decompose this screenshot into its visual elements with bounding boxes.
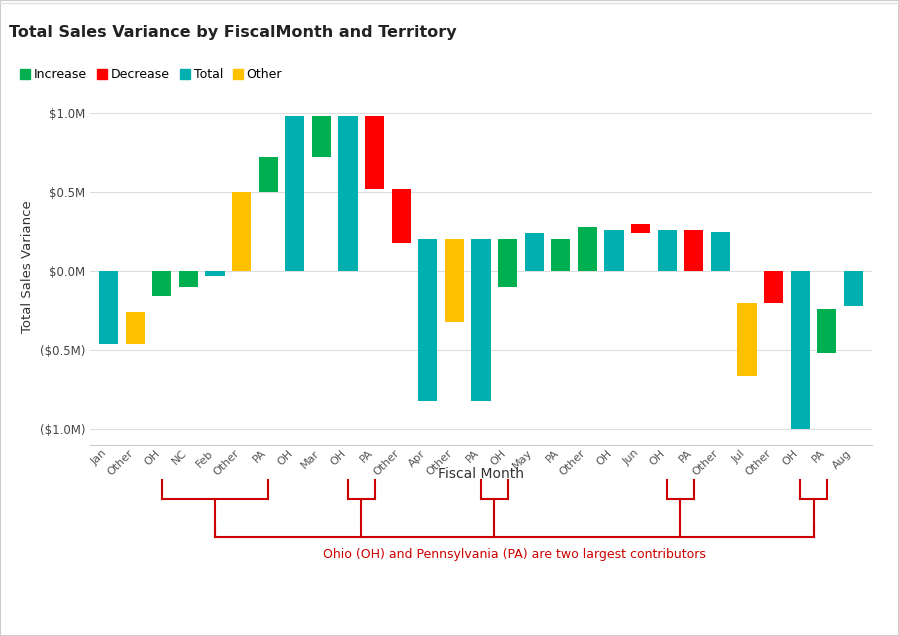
Bar [285, 116, 305, 271]
Bar [684, 230, 703, 271]
Bar [471, 239, 491, 401]
Bar [126, 312, 145, 344]
Bar [817, 309, 836, 354]
Bar [578, 227, 597, 271]
Legend: Increase, Decrease, Total, Other: Increase, Decrease, Total, Other [15, 64, 288, 86]
Bar [631, 224, 650, 233]
Bar [418, 239, 437, 401]
Bar [392, 189, 411, 242]
Bar [338, 116, 358, 271]
Bar [312, 116, 331, 157]
Bar [99, 271, 118, 344]
Bar [604, 230, 624, 271]
Bar [445, 239, 464, 322]
Bar [179, 271, 198, 287]
Bar [844, 271, 863, 306]
Bar [498, 239, 517, 287]
Bar [551, 239, 570, 271]
Bar [152, 271, 172, 296]
Bar [657, 230, 677, 271]
Text: Fiscal Month: Fiscal Month [438, 467, 524, 481]
Bar [525, 233, 544, 271]
Text: Ohio (OH) and Pennsylvania (PA) are two largest contributors: Ohio (OH) and Pennsylvania (PA) are two … [323, 548, 706, 561]
Bar [737, 303, 757, 375]
Bar [790, 271, 810, 429]
Bar [711, 232, 730, 271]
Bar [365, 116, 384, 189]
Bar [205, 271, 225, 276]
Bar [232, 192, 251, 271]
Bar [259, 157, 278, 192]
Y-axis label: Total Sales Variance: Total Sales Variance [21, 201, 34, 333]
Text: Total Sales Variance by FiscalMonth and Territory: Total Sales Variance by FiscalMonth and … [9, 25, 457, 41]
Bar [764, 271, 783, 303]
